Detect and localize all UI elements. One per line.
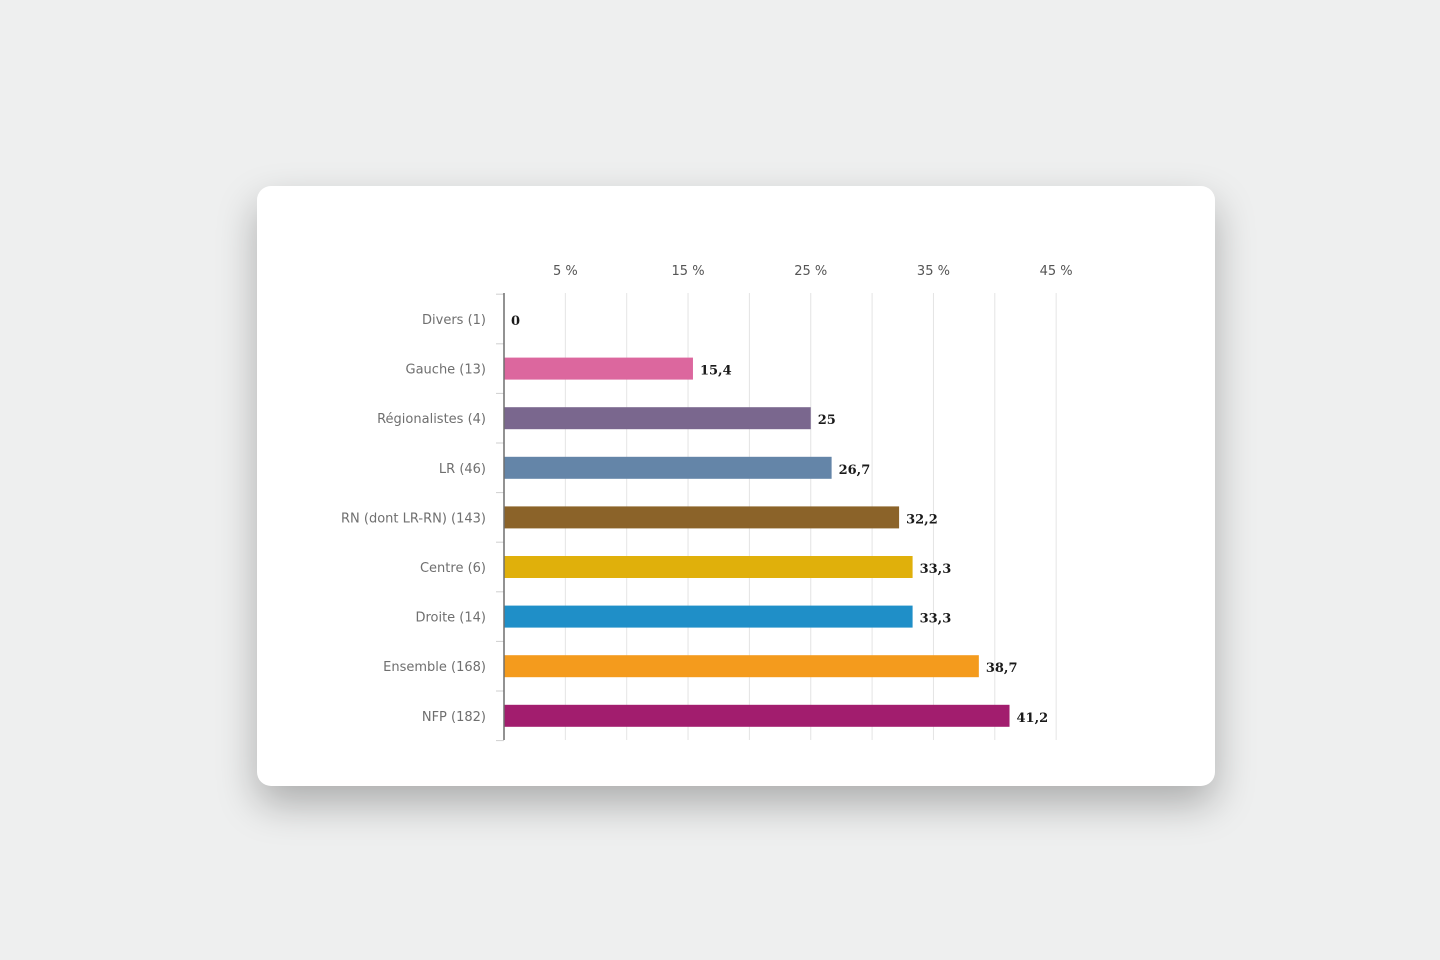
category-label: NFP (182): [422, 710, 486, 725]
category-labels: Divers (1) Gauche (13) Régionalistes (4) LR…: [341, 313, 486, 725]
value-label: 33,3: [920, 562, 952, 577]
x-tick-label: 25 %: [794, 264, 827, 279]
value-label: 41,2: [1017, 711, 1049, 726]
category-label: Divers (1): [422, 313, 486, 328]
bars: [504, 357, 1010, 727]
bar: [504, 704, 1010, 727]
category-label: RN (dont LR-RN) (143): [341, 511, 486, 526]
value-label: 33,3: [920, 612, 952, 627]
category-label: Droite (14): [415, 611, 486, 626]
value-label: 26,7: [839, 463, 871, 478]
x-tick-label: 15 %: [672, 264, 705, 279]
category-label: Centre (6): [420, 561, 486, 576]
chart-card: 5 % 15 % 25 % 35 % 45 % Divers (1) Gauche (13…: [257, 186, 1215, 786]
x-axis-ticks: 5 % 15 % 25 % 35 % 45 %: [553, 264, 1073, 279]
bar: [504, 357, 693, 380]
value-label: 38,7: [986, 661, 1018, 676]
value-label: 15,4: [700, 364, 732, 379]
value-labels: 0 15,4 25 26,7 32,2 33,3 33,3 38,7 41,2: [511, 314, 1048, 726]
bar: [504, 556, 913, 578]
x-tick-label: 5 %: [553, 264, 578, 279]
value-label: 25: [818, 413, 836, 428]
category-label: Gauche (13): [406, 363, 486, 378]
bar: [504, 456, 832, 479]
bar: [504, 655, 979, 678]
category-label: Régionalistes (4): [377, 412, 486, 427]
value-label: 0: [511, 314, 520, 329]
bar: [504, 506, 900, 529]
bar: [504, 407, 811, 430]
bar: [504, 605, 913, 628]
category-label: Ensemble (168): [383, 660, 486, 675]
x-tick-label: 45 %: [1040, 264, 1073, 279]
bar-chart: 5 % 15 % 25 % 35 % 45 % Divers (1) Gauche (13…: [341, 264, 1073, 742]
x-tick-label: 35 %: [917, 264, 950, 279]
value-label: 32,2: [906, 512, 938, 527]
category-label: LR (46): [439, 462, 486, 477]
